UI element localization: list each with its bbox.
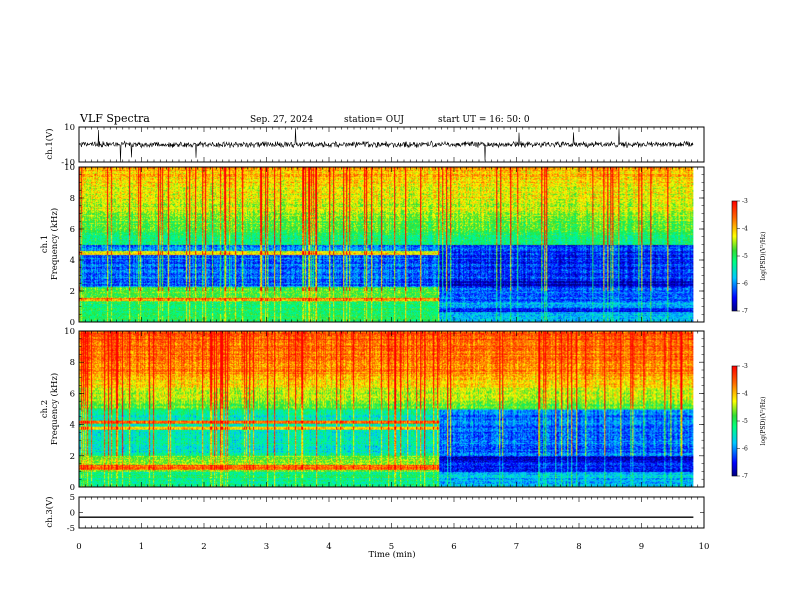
ch2-colorbar-tick: -4 (742, 391, 748, 398)
x-tick-label: 1 (139, 542, 144, 552)
ch2-colorbar-tick: -6 (742, 446, 748, 453)
ch1-freq-tick-label: 6 (70, 225, 75, 235)
ch1-frequency-ylabel: Frequency (kHz) (49, 208, 60, 280)
x-tick-label: 6 (451, 542, 456, 552)
ch3-ytick-label: 0 (70, 509, 75, 519)
x-tick-label: 0 (76, 542, 81, 552)
ch1-colorbar-tick: -3 (742, 198, 748, 205)
x-tick-label: 4 (326, 542, 331, 552)
x-axis-label: Time (min) (368, 549, 415, 560)
ch1-ytick-label: 10 (64, 123, 75, 133)
ch2-freq-tick-label: 4 (70, 421, 75, 431)
ch2-freq-tick-label: 0 (70, 483, 75, 493)
x-tick-label: 9 (639, 542, 644, 552)
ch1-spectrogram-image (79, 167, 694, 322)
x-tick-label: 10 (699, 542, 710, 552)
header-date: Sep. 27, 2024 (250, 115, 313, 125)
ch1-colorbar-tick: -5 (742, 253, 748, 260)
x-tick-label: 7 (514, 542, 519, 552)
ch1-channel-label: ch.1 (40, 235, 50, 253)
x-axis-ticks: 0 1 2 3 4 5 6 7 8 9 10 (76, 127, 709, 552)
ch1-colorbar-tick: -4 (742, 226, 748, 233)
ch1-waveform-panel: 10 -10 ch.1(V) (44, 123, 705, 168)
ch1-waveform-ylabel: ch.1(V) (44, 128, 55, 159)
ch2-freq-tick-label: 2 (70, 452, 75, 462)
ch1-freq-tick-label: 0 (70, 318, 75, 328)
header-start-time: start UT = 16: 50: 0 (438, 115, 530, 125)
x-tick-label: 2 (201, 542, 206, 552)
ch1-freq-tick-label: 2 (70, 287, 75, 297)
x-tick-label: 3 (264, 542, 269, 552)
ch1-colorbar-tick: -7 (742, 308, 748, 315)
ch3-ytick-label: 5 (70, 493, 75, 503)
ch2-freq-tick-label: 8 (70, 358, 75, 368)
ch2-frequency-ylabel: Frequency (kHz) (49, 373, 60, 445)
ch2-freq-tick-label: 10 (64, 327, 75, 337)
ch2-spectrogram-image (79, 331, 694, 487)
ch2-colorbar-tick: -3 (742, 363, 748, 370)
figure-title: VLF Spectra (79, 112, 150, 125)
ch1-ytick-label: -10 (61, 158, 75, 168)
ch3-waveform-panel: 5 0 -5 ch.3(V) (44, 493, 705, 534)
ch1-freq-tick-label: 8 (70, 194, 75, 204)
ch2-colorbar-tick: -7 (742, 473, 748, 480)
x-tick-label: 5 (389, 542, 394, 552)
ch2-channel-label: ch.2 (40, 400, 50, 418)
ch3-ytick-label: -5 (67, 524, 75, 534)
ch2-freq-tick-label: 6 (70, 389, 75, 399)
ch2-colorbar-label: log(PSD)(V²/Hz) (760, 397, 767, 446)
ch1-freq-tick-label: 10 (64, 163, 75, 173)
ch1-freq-tick-label: 4 (70, 256, 75, 266)
ch2-colorbar (731, 365, 738, 477)
ch1-colorbar-tick: -6 (742, 281, 748, 288)
ch1-colorbar-label: log(PSD)(V²/Hz) (760, 232, 767, 281)
ch1-colorbar (731, 200, 738, 312)
ch1-waveform-trace (78, 128, 694, 162)
x-tick-label: 8 (576, 542, 581, 552)
ch3-waveform-ylabel: ch.3(V) (44, 496, 55, 527)
ch2-colorbar-tick: -5 (742, 418, 748, 425)
header-station: station= OUJ (344, 115, 404, 125)
